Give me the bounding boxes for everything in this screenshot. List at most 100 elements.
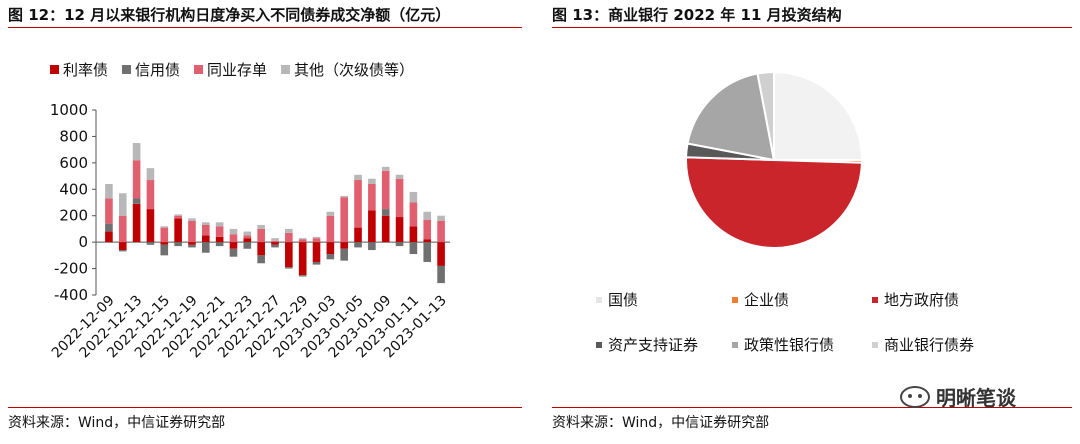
bar-s2-2022-12-19 — [188, 244, 196, 248]
left-source-note: 资料来源：Wind，中信证券研究部 — [8, 415, 226, 431]
bar-s4-2022-12-20 — [201, 222, 210, 225]
pie-legend-swatch-5 — [732, 342, 738, 348]
bar-s1-2022-12-13 — [132, 203, 141, 243]
bar-s2-2023-01-05 — [354, 242, 362, 248]
bar-s3-2022-12-22 — [229, 234, 238, 243]
bar-s4-2022-12-14 — [146, 168, 155, 181]
bar-s4-2022-12-21 — [215, 222, 224, 227]
bar-s4-2023-01-04 — [340, 195, 349, 198]
pie-legend-swatch-4 — [596, 342, 602, 348]
bar-s4-2023-01-03 — [326, 211, 335, 216]
bar-s3-2023-01-09 — [381, 170, 390, 210]
bar-s2-2022-12-30 — [312, 261, 321, 265]
legend-label-2: 信用债 — [135, 61, 180, 79]
y-tick-label-4: 200 — [59, 207, 88, 225]
bar-s1-2023-01-11 — [409, 226, 418, 243]
legend-label-4: 其他（次级债等） — [294, 61, 414, 79]
bar-s2-2022-12-14 — [146, 242, 155, 245]
legend-swatch-4 — [281, 65, 291, 74]
bar-s1-2023-01-09 — [381, 215, 390, 243]
bar-s4-2022-12-28 — [285, 228, 293, 233]
y-tick-label-8: 1000 — [50, 101, 88, 119]
bar-s4-2022-12-30 — [312, 236, 321, 239]
bar-s2-2022-12-23 — [243, 242, 252, 249]
bar-s1-2022-12-29 — [298, 242, 307, 276]
bar-s4-2023-01-12 — [423, 211, 432, 220]
bar-s4-2022-12-22 — [229, 228, 238, 235]
bar-s3-2022-12-15 — [160, 227, 169, 243]
pie-slice-1 — [773, 70, 864, 161]
bar-s2-2023-01-06 — [368, 242, 376, 251]
pie-legend-label-5: 政策性银行债 — [744, 336, 834, 354]
bar-s3-2022-12-12 — [118, 215, 127, 243]
watermark-text: 明晰笔谈 — [936, 386, 1016, 410]
bar-s3-2023-01-06 — [368, 184, 376, 211]
bar-s3-2022-12-19 — [188, 221, 196, 243]
bar-s2-2022-12-28 — [285, 267, 293, 269]
y-tick-label-1: -400 — [54, 286, 88, 304]
pie-slice-5 — [686, 72, 776, 162]
left-title-rule — [8, 27, 522, 28]
bar-s2-2022-12-22 — [229, 248, 238, 257]
bar-s3-2023-01-13 — [437, 221, 445, 243]
bar-s1-2022-12-09 — [105, 231, 113, 243]
pie-slice-3 — [685, 156, 863, 249]
pie-slice-6 — [756, 70, 775, 161]
bar-s4-2022-12-29 — [298, 238, 307, 240]
legend-swatch-1 — [50, 65, 59, 74]
bar-s1-2022-12-14 — [146, 209, 155, 243]
left-source-rule — [8, 407, 522, 408]
bar-s2-2022-12-09 — [105, 223, 113, 232]
bar-s3-2023-01-12 — [423, 219, 432, 240]
pie-legend-swatch-3 — [872, 297, 878, 303]
bar-s2-2022-12-12 — [118, 250, 127, 252]
bar-s2-2023-01-12 — [423, 242, 432, 262]
bar-s3-2022-12-21 — [215, 226, 224, 237]
bar-s2-2022-12-26 — [257, 255, 265, 264]
bar-s1-2022-12-15 — [160, 242, 169, 245]
pie-legend-label-6: 商业银行债券 — [884, 336, 974, 354]
y-tick-label-5: 400 — [59, 180, 88, 198]
bar-s2-2022-12-15 — [160, 244, 169, 256]
bar-s2-2023-01-03 — [326, 254, 335, 260]
bar-s1-2023-01-04 — [340, 242, 349, 249]
pie-legend-label-1: 国债 — [608, 291, 638, 309]
bar-s4-2023-01-10 — [395, 174, 404, 179]
bar-s1-2023-01-10 — [395, 217, 404, 243]
bar-s2-2023-01-13 — [437, 265, 445, 284]
bar-s4-2022-12-19 — [188, 218, 196, 221]
bar-s4-2023-01-09 — [381, 166, 390, 171]
legend-swatch-3 — [194, 65, 204, 74]
bar-s4-2022-12-27 — [271, 238, 279, 241]
bar-s3-2022-12-13 — [132, 160, 141, 199]
legend-label-3: 同业存单 — [207, 61, 267, 79]
bar-s3-2023-01-10 — [395, 178, 404, 218]
bar-s3-2022-12-29 — [298, 239, 307, 243]
bar-s3-2023-01-05 — [354, 180, 362, 228]
bar-s4-2022-12-23 — [243, 231, 252, 236]
right-source-rule — [552, 407, 1072, 408]
bar-s1-2023-01-12 — [423, 239, 432, 243]
bar-s2-2022-12-21 — [215, 242, 224, 247]
bar-s1-2022-12-23 — [243, 238, 252, 243]
bar-s1-2022-12-20 — [201, 235, 210, 243]
bar-s3-2022-12-28 — [285, 232, 293, 243]
bar-s1-2023-01-06 — [368, 210, 376, 243]
bar-s1-2022-12-28 — [285, 242, 293, 268]
bar-s4-2022-12-09 — [105, 184, 113, 199]
watermark: 明晰笔谈 — [900, 382, 1016, 411]
y-tick-label-6: 600 — [59, 154, 88, 172]
bar-s1-2022-12-21 — [215, 236, 224, 243]
bar-s4-2023-01-11 — [409, 191, 418, 203]
bar-s1-2023-01-05 — [354, 227, 362, 243]
bar-s1-2022-12-16 — [174, 218, 182, 243]
bar-s3-2022-12-27 — [271, 240, 279, 243]
bar-s2-2022-12-20 — [201, 242, 210, 253]
right-chart-title: 图 13：商业银行 2022 年 11 月投资结构 — [552, 6, 842, 24]
bar-s2-2022-12-16 — [174, 242, 182, 247]
bar-s4-2022-12-13 — [132, 143, 141, 161]
y-tick-label-2: -200 — [54, 260, 88, 278]
pie-legend-label-4: 资产支持证券 — [608, 336, 698, 354]
wechat-icon — [900, 385, 930, 408]
bar-s3-2022-12-20 — [201, 224, 210, 236]
